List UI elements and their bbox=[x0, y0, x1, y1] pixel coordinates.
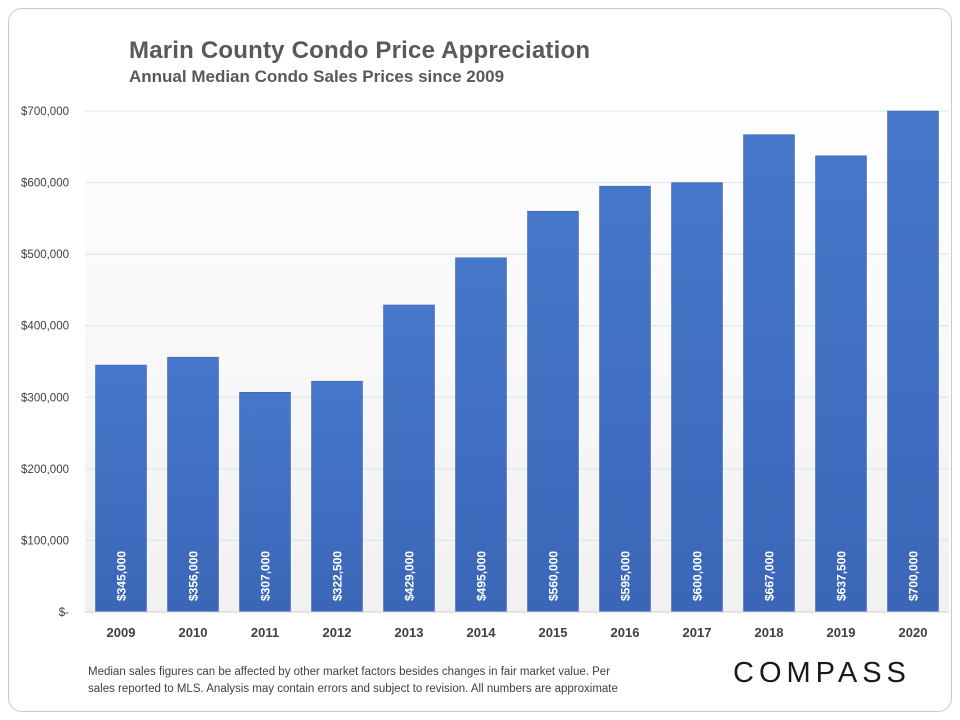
footnote: Median sales figures can be affected by … bbox=[88, 664, 688, 698]
x-tick-label: 2016 bbox=[611, 625, 640, 640]
bar-data-label: $495,000 bbox=[475, 551, 489, 601]
x-tick-label: 2014 bbox=[467, 625, 497, 640]
bar bbox=[167, 356, 219, 613]
compass-logo: COMPASS bbox=[733, 657, 911, 689]
bar bbox=[887, 110, 939, 613]
bar bbox=[239, 392, 291, 613]
bar bbox=[743, 134, 795, 613]
bar-data-label: $429,000 bbox=[403, 551, 417, 601]
y-tick-label: $400,000 bbox=[21, 321, 69, 333]
chart-subtitle: Annual Median Condo Sales Prices since 2… bbox=[129, 67, 505, 86]
x-tick-label: 2019 bbox=[827, 625, 856, 640]
bar-data-label: $345,000 bbox=[115, 551, 129, 601]
bar-data-label: $600,000 bbox=[691, 551, 705, 601]
y-tick-label: $200,000 bbox=[21, 464, 69, 476]
x-tick-label: 2009 bbox=[107, 625, 136, 640]
bar-data-label: $307,000 bbox=[259, 551, 273, 601]
footnote-line-2: sales reported to MLS. Analysis may cont… bbox=[88, 683, 618, 695]
y-tick-label: $600,000 bbox=[21, 178, 69, 190]
y-tick-label: $500,000 bbox=[21, 249, 69, 261]
y-tick-label: $- bbox=[59, 607, 69, 619]
y-tick-label: $300,000 bbox=[21, 392, 69, 404]
x-tick-label: 2018 bbox=[755, 625, 784, 640]
bar-data-label: $700,000 bbox=[907, 551, 921, 601]
chart-title: Marin County Condo Price Appreciation bbox=[129, 37, 591, 64]
y-tick-label: $100,000 bbox=[21, 535, 69, 547]
x-tick-label: 2013 bbox=[395, 625, 424, 640]
bar-data-label: $667,000 bbox=[763, 551, 777, 601]
x-tick-label: 2020 bbox=[899, 625, 928, 640]
x-tick-label: 2017 bbox=[683, 625, 712, 640]
bar-data-label: $595,000 bbox=[619, 551, 633, 601]
bar-data-label: $356,000 bbox=[187, 551, 201, 601]
bar bbox=[815, 155, 867, 613]
footnote-line-1: Median sales figures can be affected by … bbox=[88, 666, 611, 678]
bar-data-label: $637,500 bbox=[835, 551, 849, 601]
bar bbox=[311, 380, 363, 613]
bar bbox=[95, 364, 147, 613]
x-tick-label: 2010 bbox=[179, 625, 208, 640]
bar bbox=[383, 304, 435, 613]
x-tick-label: 2011 bbox=[251, 625, 279, 640]
bar-data-label: $322,500 bbox=[331, 551, 345, 601]
x-tick-label: 2012 bbox=[323, 625, 352, 640]
x-tick-label: 2015 bbox=[539, 625, 568, 640]
bar bbox=[671, 182, 723, 613]
bar bbox=[527, 210, 579, 613]
bar-data-label: $560,000 bbox=[547, 551, 561, 601]
bar bbox=[599, 185, 651, 613]
y-tick-label: $700,000 bbox=[21, 106, 69, 118]
